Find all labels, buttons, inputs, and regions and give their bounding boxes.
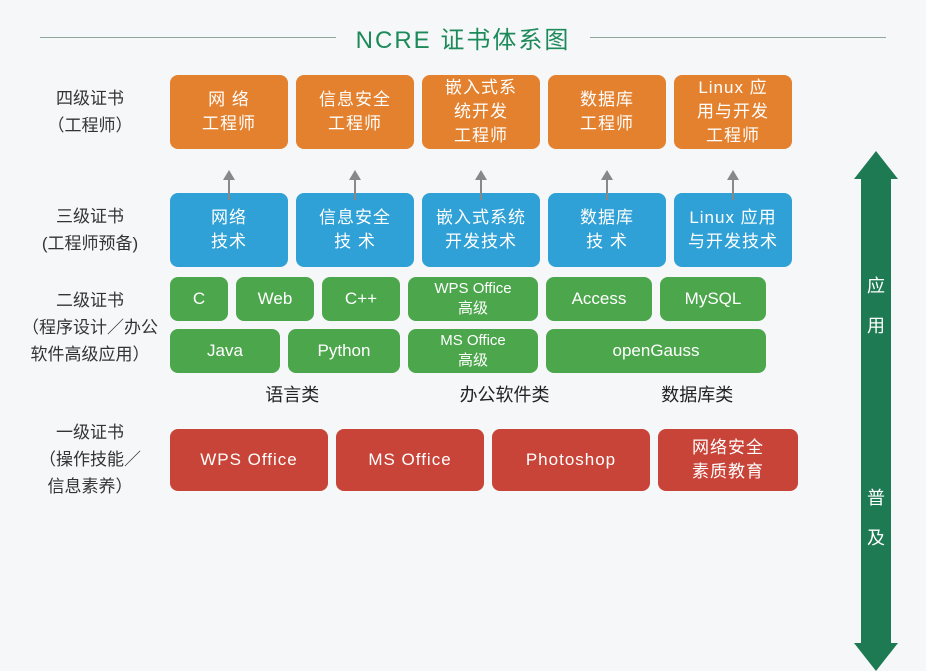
cert-box: 嵌入式系统开发工程师	[422, 75, 540, 149]
side-bottom-char1: 普	[867, 484, 885, 510]
side-top-char1: 应	[867, 272, 885, 298]
level2-row2: JavaPythonMS Office高级openGauss	[170, 329, 766, 373]
side-label-top: 应 用	[867, 272, 885, 338]
level2-boxes-wrap: CWebC++WPS Office高级AccessMySQL JavaPytho…	[170, 277, 766, 373]
level1-label: 一级证书 （操作技能／ 信息素养）	[20, 419, 170, 501]
cert-box: Python	[288, 329, 400, 373]
cert-box: 网络安全素质教育	[658, 429, 798, 491]
cert-box: Access	[546, 277, 652, 321]
level3-label-line2: (工程师预备)	[20, 230, 160, 257]
side-arrow-bar: 应 用 普 及	[861, 179, 891, 643]
level4-boxes: 网 络工程师信息安全工程师嵌入式系统开发工程师数据库工程师Linux 应用与开发…	[170, 75, 800, 149]
level3-boxes: 网络技术信息安全技 术嵌入式系统开发技术数据库技 术Linux 应用与开发技术	[170, 193, 800, 267]
title-line-right	[590, 37, 886, 38]
cert-box: 信息安全技 术	[296, 193, 414, 267]
level2-row: 二级证书 （程序设计／办公 软件高级应用） CWebC++WPS Office高…	[20, 277, 800, 373]
level4-row: 四级证书 （工程师） 网 络工程师信息安全工程师嵌入式系统开发工程师数据库工程师…	[20, 75, 800, 149]
level2-label: 二级证书 （程序设计／办公 软件高级应用）	[20, 277, 170, 369]
cert-box: MS Office高级	[408, 329, 538, 373]
arrow-up-icon	[854, 151, 898, 179]
up-arrow-icon	[296, 157, 414, 193]
level4-label-line1: 四级证书	[20, 85, 160, 112]
level2-row1: CWebC++WPS Office高级AccessMySQL	[170, 277, 766, 321]
category-language: 语言类	[170, 381, 415, 407]
arrow-down-icon	[854, 643, 898, 671]
cert-box: MS Office	[336, 429, 484, 491]
cert-box: Java	[170, 329, 280, 373]
level4-label: 四级证书 （工程师）	[20, 85, 170, 139]
level1-label-line3: 信息素养）	[20, 473, 160, 500]
level1-label-line2: （操作技能／	[20, 446, 160, 473]
level3-row: 三级证书 (工程师预备) 网络技术信息安全技 术嵌入式系统开发技术数据库技 术L…	[20, 193, 800, 267]
up-arrow-icon	[170, 157, 288, 193]
cert-box: 网 络工程师	[170, 75, 288, 149]
cert-box: WPS Office	[170, 429, 328, 491]
cert-box: 嵌入式系统开发技术	[422, 193, 540, 267]
level4-label-line2: （工程师）	[20, 112, 160, 139]
title-row: NCRE 证书体系图	[0, 0, 926, 65]
level1-row: 一级证书 （操作技能／ 信息素养） WPS OfficeMS OfficePho…	[20, 419, 800, 501]
cert-box: Photoshop	[492, 429, 650, 491]
level3-label: 三级证书 (工程师预备)	[20, 203, 170, 257]
level3-label-line1: 三级证书	[20, 203, 160, 230]
level2-label-line2: （程序设计／办公	[20, 314, 160, 341]
cert-box: Linux 应用与开发技术	[674, 193, 792, 267]
title-line-left	[40, 37, 336, 38]
up-arrow-icon	[548, 157, 666, 193]
arrows-row	[170, 157, 800, 193]
level2-label-line1: 二级证书	[20, 287, 160, 314]
level1-label-line1: 一级证书	[20, 419, 160, 446]
category-database: 数据库类	[595, 381, 800, 407]
category-office: 办公软件类	[415, 381, 595, 407]
diagram-title: NCRE 证书体系图	[336, 20, 591, 55]
level2-label-line3: 软件高级应用）	[20, 341, 160, 368]
side-top-char2: 用	[867, 312, 885, 338]
cert-box: C	[170, 277, 228, 321]
cert-box: WPS Office高级	[408, 277, 538, 321]
cert-box: MySQL	[660, 277, 766, 321]
up-arrow-icon	[422, 157, 540, 193]
cert-box: Web	[236, 277, 314, 321]
side-bottom-char2: 及	[867, 524, 885, 550]
level1-boxes: WPS OfficeMS OfficePhotoshop网络安全素质教育	[170, 429, 800, 491]
cert-box: 网络技术	[170, 193, 288, 267]
cert-box: 数据库技 术	[548, 193, 666, 267]
cert-box: Linux 应用与开发工程师	[674, 75, 792, 149]
cert-box: C++	[322, 277, 400, 321]
cert-box: 信息安全工程师	[296, 75, 414, 149]
cert-box: openGauss	[546, 329, 766, 373]
up-arrow-icon	[674, 157, 792, 193]
cert-box: 数据库工程师	[548, 75, 666, 149]
category-labels: 语言类 办公软件类 数据库类	[170, 381, 800, 407]
side-double-arrow: 应 用 普 及	[854, 151, 898, 671]
side-label-bottom: 普 及	[867, 484, 885, 550]
diagram-body: 四级证书 （工程师） 网 络工程师信息安全工程师嵌入式系统开发工程师数据库工程师…	[0, 65, 926, 529]
